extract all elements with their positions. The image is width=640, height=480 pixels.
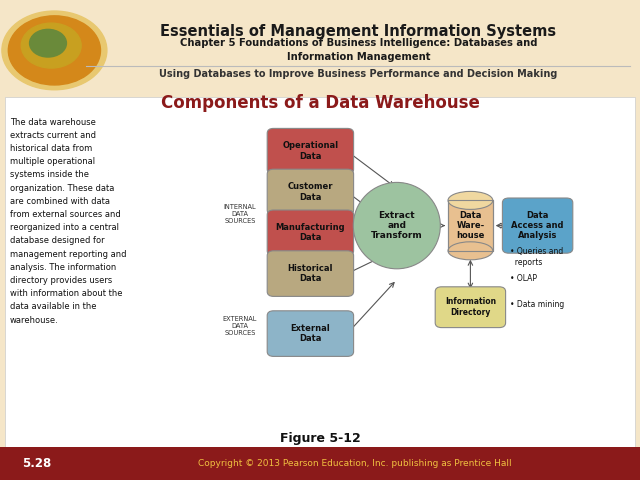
Text: Chapter 5 Foundations of Business Intelligence: Databases and
Information Manage: Chapter 5 Foundations of Business Intell…	[180, 38, 537, 61]
Text: Data
Ware-
house: Data Ware- house	[456, 211, 484, 240]
Text: Data
Access and
Analysis: Data Access and Analysis	[511, 211, 564, 240]
FancyBboxPatch shape	[268, 128, 354, 174]
Text: Copyright © 2013 Pearson Education, Inc. publishing as Prentice Hall: Copyright © 2013 Pearson Education, Inc.…	[198, 459, 512, 468]
FancyBboxPatch shape	[0, 447, 640, 480]
Text: Extract
and
Transform: Extract and Transform	[371, 211, 422, 240]
Circle shape	[29, 29, 67, 57]
FancyBboxPatch shape	[5, 97, 635, 447]
Ellipse shape	[448, 242, 493, 260]
Text: Essentials of Management Information Systems: Essentials of Management Information Sys…	[161, 24, 556, 39]
Text: Information
Directory: Information Directory	[445, 298, 496, 317]
Circle shape	[2, 11, 107, 90]
Text: • OLAP: • OLAP	[510, 274, 537, 283]
FancyBboxPatch shape	[435, 287, 506, 327]
Text: • Queries and
  reports: • Queries and reports	[510, 247, 563, 267]
FancyBboxPatch shape	[268, 311, 354, 356]
FancyBboxPatch shape	[268, 169, 354, 215]
Text: Figure 5-12: Figure 5-12	[280, 432, 360, 445]
Text: Historical
Data: Historical Data	[287, 264, 333, 283]
Text: EXTERNAL
DATA
SOURCES: EXTERNAL DATA SOURCES	[223, 316, 257, 336]
Ellipse shape	[353, 182, 440, 269]
Text: External
Data: External Data	[291, 324, 330, 343]
Ellipse shape	[448, 192, 493, 209]
Text: Components of a Data Warehouse: Components of a Data Warehouse	[161, 94, 479, 112]
Text: • Data mining: • Data mining	[510, 300, 564, 309]
Circle shape	[21, 23, 81, 68]
FancyBboxPatch shape	[0, 0, 640, 94]
Text: 5.28: 5.28	[22, 457, 52, 470]
Circle shape	[8, 16, 100, 85]
Text: Manufacturing
Data: Manufacturing Data	[276, 223, 345, 242]
FancyBboxPatch shape	[502, 198, 573, 253]
Text: Customer
Data: Customer Data	[287, 182, 333, 202]
Text: Operational
Data: Operational Data	[282, 142, 339, 161]
FancyBboxPatch shape	[448, 201, 493, 251]
Text: INTERNAL
DATA
SOURCES: INTERNAL DATA SOURCES	[224, 204, 256, 224]
Text: The data warehouse
extracts current and
historical data from
multiple operationa: The data warehouse extracts current and …	[10, 118, 126, 324]
FancyBboxPatch shape	[268, 251, 354, 296]
FancyBboxPatch shape	[268, 210, 354, 255]
Text: Using Databases to Improve Business Performance and Decision Making: Using Databases to Improve Business Perf…	[159, 70, 557, 79]
